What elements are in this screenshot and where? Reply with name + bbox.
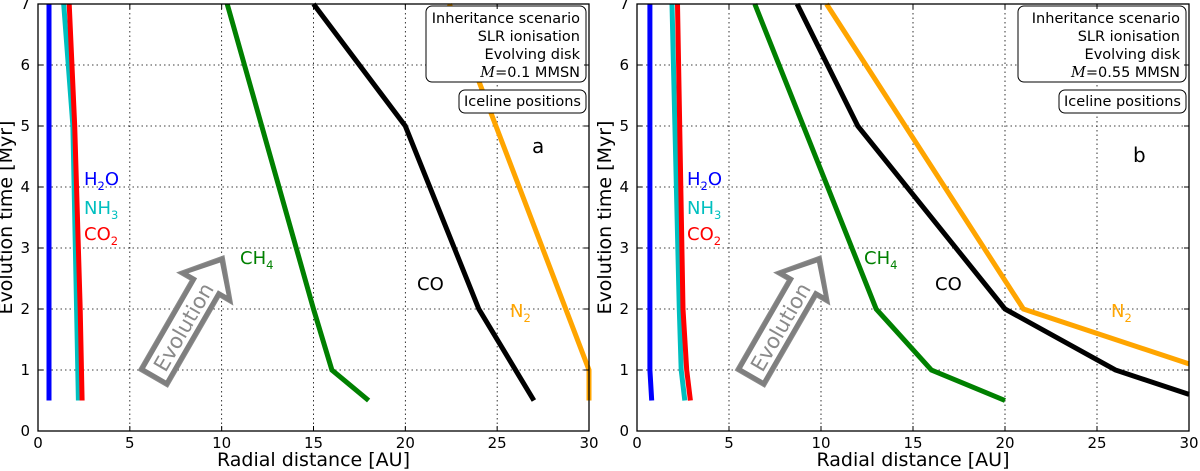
y-axis-label: Evolution time [Myr] (594, 121, 616, 315)
x-tick-label: 20 (396, 434, 415, 452)
evolution-arrow-inner (145, 262, 227, 381)
series-label-n2: N2 (1111, 301, 1132, 325)
x-tick-label: 0 (33, 434, 43, 452)
y-tick-label: 4 (20, 178, 30, 196)
series-label-nh3: NH3 (687, 198, 721, 222)
legend-line: Inheritance scenario (1032, 11, 1180, 27)
y-tick-label: 7 (619, 0, 629, 13)
series-label-ch4: CH4 (240, 248, 273, 272)
evolution-arrow: Evolution (734, 255, 831, 388)
x-tick-label: 25 (1087, 434, 1106, 452)
x-tick-label: 0 (632, 434, 642, 452)
y-tick-label: 1 (619, 361, 629, 379)
series-label-nh3: NH3 (84, 198, 118, 222)
evolution-arrow-inner (742, 262, 824, 381)
x-tick-label: 10 (811, 434, 830, 452)
legend-line-mass: M=0.55 MMSN (1070, 65, 1180, 81)
x-axis-label: Radial distance [AU] (816, 449, 1009, 471)
series-label-h2o: H2O (687, 169, 722, 193)
x-tick-label: 30 (579, 434, 598, 452)
x-tick-label: 30 (1179, 434, 1198, 452)
x-tick-label: 10 (212, 434, 231, 452)
legend-line: Inheritance scenario (432, 11, 580, 27)
legend-line: Evolving disk (485, 47, 581, 63)
legend-title: Iceline positions (1064, 94, 1181, 110)
y-axis-label: Evolution time [Myr] (0, 121, 17, 315)
y-tick-label: 2 (20, 300, 30, 318)
legend-line-mass: M=0.1 MMSN (479, 65, 580, 81)
panel-letter: a (532, 134, 544, 158)
y-tick-label: 7 (20, 0, 30, 13)
series-line-nh3 (669, 3, 688, 401)
series-line-n2 (824, 2, 1190, 367)
legend-line: Evolving disk (1085, 47, 1181, 63)
y-tick-label: 0 (20, 422, 30, 440)
y-tick-label: 6 (20, 56, 30, 74)
evolution-arrow: Evolution (137, 255, 234, 388)
series-label-n2: N2 (510, 301, 531, 325)
x-tick-label: 5 (724, 434, 734, 452)
x-tick-label: 25 (488, 434, 507, 452)
series-line-co (311, 2, 537, 402)
series-line-co2 (66, 3, 85, 401)
x-tick-label: 15 (304, 434, 323, 452)
legend-line: SLR ionisation (1078, 29, 1180, 45)
series-label-co2: CO2 (687, 224, 721, 248)
series-label-ch4: CH4 (864, 248, 897, 272)
series-line-co (794, 2, 1190, 397)
series-label-co2: CO2 (84, 224, 118, 248)
x-tick-label: 5 (125, 434, 135, 452)
x-tick-label: 20 (995, 434, 1014, 452)
legend-title-box (458, 89, 587, 114)
x-axis-label: Radial distance [AU] (217, 449, 410, 471)
panel-letter: b (1133, 143, 1146, 167)
y-tick-label: 3 (619, 239, 629, 257)
y-tick-label: 0 (619, 422, 629, 440)
y-tick-label: 6 (619, 56, 629, 74)
legend-title-box (1058, 89, 1187, 114)
series-line-nh3 (61, 3, 81, 401)
series-line-co2 (675, 3, 693, 401)
legend-box (425, 5, 587, 83)
legend-title: Iceline positions (464, 94, 581, 110)
y-tick-label: 5 (619, 117, 629, 135)
y-tick-label: 2 (619, 300, 629, 318)
series-line-ch4 (752, 3, 1006, 403)
series-label-co: CO (935, 274, 962, 295)
y-tick-label: 3 (20, 239, 30, 257)
series-label-co: CO (417, 274, 444, 295)
legend-box (1017, 5, 1187, 83)
series-line-ch4 (224, 3, 371, 403)
y-tick-label: 1 (20, 361, 30, 379)
legend-line: SLR ionisation (478, 29, 580, 45)
series-label-h2o: H2O (84, 169, 119, 193)
x-tick-label: 15 (903, 434, 922, 452)
y-tick-label: 4 (619, 178, 629, 196)
series-line-h2o (647, 4, 655, 401)
y-tick-label: 5 (20, 117, 30, 135)
